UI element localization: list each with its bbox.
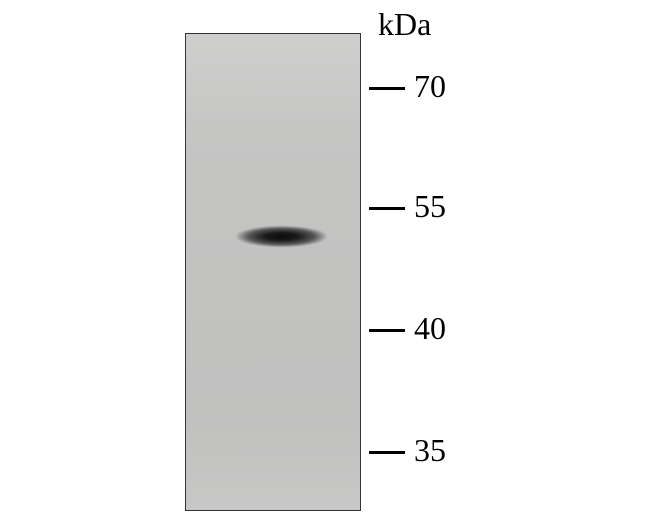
marker-label-70: 70 — [414, 68, 446, 105]
blot-figure: kDa 70 55 40 35 — [0, 0, 650, 524]
lane-inner — [186, 34, 360, 510]
blot-lane — [185, 33, 361, 511]
protein-band — [236, 222, 326, 252]
marker-label-40: 40 — [414, 310, 446, 347]
marker-tick-70 — [369, 87, 405, 90]
marker-tick-55 — [369, 207, 405, 210]
marker-label-35: 35 — [414, 432, 446, 469]
marker-tick-40 — [369, 329, 405, 332]
marker-tick-35 — [369, 451, 405, 454]
marker-label-55: 55 — [414, 188, 446, 225]
unit-label: kDa — [378, 6, 431, 43]
